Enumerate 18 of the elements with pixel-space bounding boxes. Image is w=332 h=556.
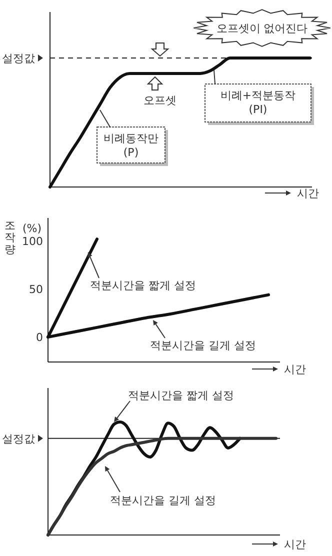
text: 적분시간을 짧게 설정 [128,389,234,402]
text: (%) [22,222,42,235]
ref-line-label: 설정값 [2,52,35,65]
y-axis-title: 조작량 [4,219,16,256]
x-axis-title: 시간 [284,363,306,376]
text: 오프셋이 없어진다 [216,22,308,35]
ref-line-label: 설정값 [2,432,35,446]
x-axis-title: 시간 [284,538,306,551]
y-tick-label: 0 [36,331,43,344]
x-axis-title: 시간 [297,187,319,200]
annotation: 적분시간을 길게 설정 [110,494,216,507]
annotation: 비례동작만 (P) [104,132,158,159]
y-tick-label: 100 [22,235,43,248]
annotation: 오프셋 [144,94,176,107]
annotation: 적분시간을 길게 설정 [150,339,256,352]
annotation: 비례+적분동작 (PI) [220,89,296,116]
annotation: 적분시간을 짧게 설정 [90,279,196,292]
y-tick-label: 50 [29,283,43,296]
